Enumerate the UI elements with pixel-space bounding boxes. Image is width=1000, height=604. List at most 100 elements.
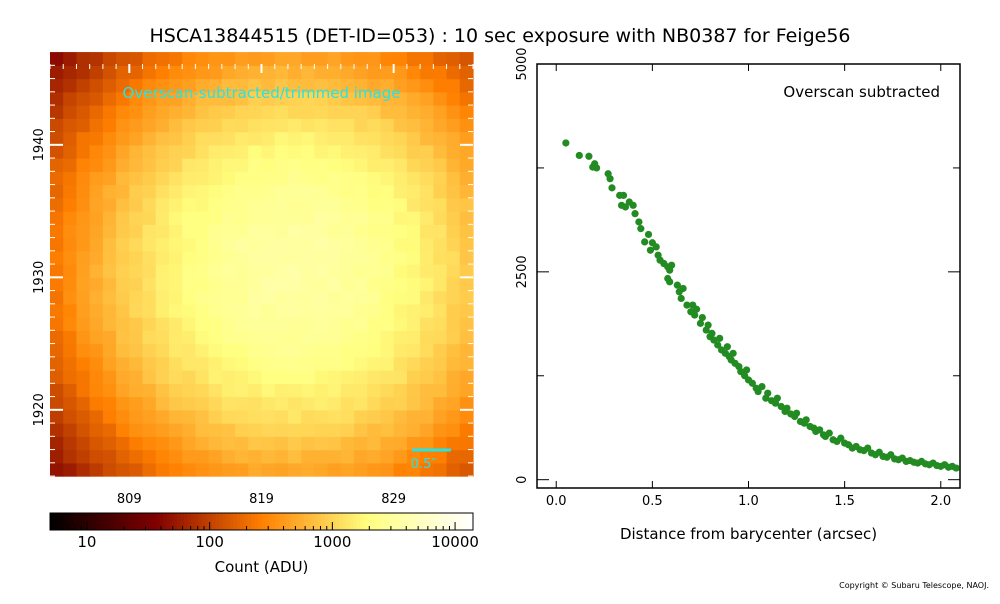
image-pixel <box>129 131 144 146</box>
scatter-point <box>773 394 781 402</box>
image-pixel <box>168 131 183 146</box>
image-pixel <box>459 105 474 119</box>
image-pixel <box>393 303 408 318</box>
image-pixel <box>221 370 236 384</box>
image-pixel <box>195 65 210 80</box>
image-pixel <box>182 224 197 239</box>
image-pixel <box>76 211 91 225</box>
image-pixel <box>354 105 368 119</box>
image-pixel <box>248 131 263 146</box>
image-pixel <box>367 91 382 106</box>
image-pixel <box>235 144 249 159</box>
image-pixel <box>248 290 263 305</box>
image-pixel <box>76 184 91 199</box>
image-pixel <box>76 396 91 411</box>
image-pixel <box>314 330 329 345</box>
image-pixel <box>235 197 249 212</box>
image-pixel <box>340 250 355 265</box>
image-pixel <box>129 290 144 305</box>
image-pixel <box>182 290 197 305</box>
image-pixel <box>76 356 91 371</box>
image-pixel <box>89 224 104 239</box>
image-pixel <box>248 91 263 106</box>
image-pixel <box>314 317 329 331</box>
image-pixel <box>314 237 329 252</box>
image-pixel <box>168 396 183 411</box>
image-pixel <box>195 52 210 66</box>
image-pixel <box>155 144 170 159</box>
image-pixel <box>340 131 355 146</box>
image-pixel <box>155 462 170 477</box>
image-pixel <box>314 409 329 424</box>
image-pixel <box>446 118 461 133</box>
image-pixel <box>168 52 183 66</box>
image-pixel <box>221 197 236 212</box>
image-pixel <box>367 277 382 292</box>
image-pixel <box>340 105 355 119</box>
image-pixel <box>393 171 408 186</box>
image-pixel <box>221 105 236 119</box>
image-pixel <box>155 396 170 411</box>
image-pixel <box>142 144 157 159</box>
image-pixel <box>459 277 474 292</box>
image-pixel <box>354 65 368 80</box>
image-pixel <box>380 303 395 318</box>
image-pixel <box>314 423 329 437</box>
image-pixel <box>380 383 395 398</box>
image-pixel <box>287 144 302 159</box>
image-pixel <box>446 330 461 345</box>
image-pixel <box>367 171 382 186</box>
image-pixel <box>261 184 276 199</box>
image-pixel <box>340 211 355 225</box>
image-pixel <box>420 303 434 318</box>
scatter-point <box>792 409 801 417</box>
image-pixel <box>354 396 368 411</box>
image-pixel <box>459 250 474 265</box>
image-pixel <box>301 197 315 212</box>
image-pixel <box>76 105 91 119</box>
image-pixel <box>314 144 329 159</box>
image-pixel <box>314 197 329 212</box>
x-tick-label: 809 <box>117 492 142 507</box>
image-pixel <box>354 78 368 93</box>
colorbar-step <box>384 513 390 530</box>
image-pixel <box>155 211 170 225</box>
image-pixel <box>155 383 170 398</box>
colorbar-step <box>169 513 174 530</box>
image-pixel <box>340 396 355 411</box>
image-pixel <box>327 356 342 371</box>
image-pixel <box>102 78 117 93</box>
image-pixel <box>50 436 64 451</box>
image-pixel <box>301 409 315 424</box>
image-pixel <box>168 290 183 305</box>
image-pixel <box>327 78 342 93</box>
image-pixel <box>235 290 249 305</box>
image-pixel <box>406 449 421 464</box>
image-pixel <box>182 330 197 345</box>
colorbar-step <box>159 513 164 530</box>
image-pixel <box>354 303 368 318</box>
image-pixel <box>89 449 104 464</box>
colorbar-step <box>321 513 326 530</box>
image-pixel <box>393 356 408 371</box>
colorbar-step <box>296 513 301 530</box>
image-pixel <box>301 105 315 119</box>
colorbar-step <box>303 513 308 530</box>
image-pixel <box>433 65 448 80</box>
colorbar-step <box>57 513 62 530</box>
image-pixel <box>261 65 276 80</box>
image-pixel <box>420 409 434 424</box>
image-pixel <box>261 383 276 398</box>
image-pixel <box>406 105 421 119</box>
image-pixel <box>195 383 210 398</box>
scatter-point <box>704 321 712 329</box>
image-pixel <box>287 237 302 252</box>
scatter-point <box>698 313 706 322</box>
colorbar-step <box>222 513 227 530</box>
colorbar-step <box>74 513 79 530</box>
image-pixel <box>406 277 421 292</box>
image-pixel <box>393 52 408 66</box>
scatter-point <box>816 426 824 434</box>
image-pixel <box>195 330 210 345</box>
image-pixel <box>380 131 395 146</box>
